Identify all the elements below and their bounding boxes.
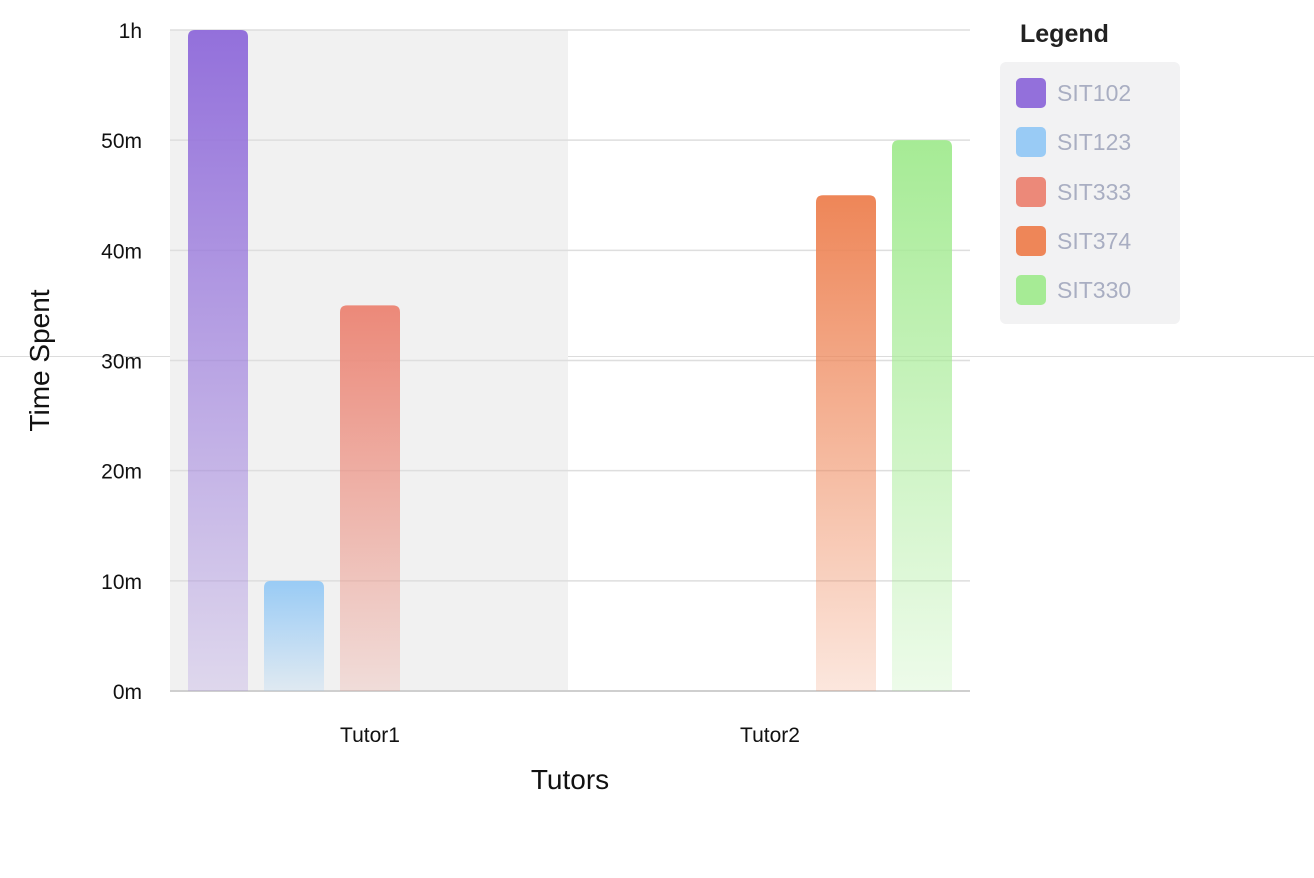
legend-item-sit374[interactable]: SIT374 — [1016, 225, 1132, 275]
bar-sit333-tutor1[interactable] — [340, 305, 400, 691]
bar-sit374-tutor2[interactable] — [816, 195, 876, 691]
legend: SIT102 SIT123 SIT333 SIT374 SIT330 — [1016, 78, 1131, 324]
horizontal-divider — [0, 356, 1314, 357]
y-axis-title: Time Spent — [24, 289, 55, 431]
legend-swatch — [1016, 225, 1046, 256]
bar-sit102-tutor1[interactable] — [188, 30, 248, 691]
legend-label: SIT102 — [1057, 80, 1132, 106]
legend-label: SIT123 — [1057, 129, 1132, 156]
x-axis-ticks: Tutor1 Tutor2 — [340, 724, 800, 747]
y-tick-label: 40m — [101, 240, 142, 263]
bars — [188, 30, 952, 691]
x-tick-label: Tutor2 — [740, 724, 800, 747]
legend-item-sit123[interactable]: SIT123 — [1016, 127, 1131, 176]
bar-sit330-tutor2[interactable] — [892, 140, 952, 691]
x-axis-title: Tutors — [531, 764, 609, 795]
legend-swatch — [1016, 176, 1046, 207]
y-tick-label: 1h — [119, 20, 142, 43]
legend-item-sit330[interactable]: SIT330 — [1016, 275, 1131, 324]
legend-label: SIT330 — [1057, 277, 1132, 304]
legend-swatch — [1016, 127, 1046, 158]
x-tick-label: Tutor1 — [340, 724, 400, 747]
y-axis-ticks: 0m 10m 20m 30m 40m 50m 1h — [101, 20, 142, 704]
legend-item-sit333[interactable]: SIT333 — [1016, 176, 1132, 226]
y-tick-label: 20m — [101, 461, 142, 484]
y-tick-label: 0m — [113, 681, 142, 704]
y-tick-label: 30m — [101, 351, 142, 374]
legend-label: SIT374 — [1057, 227, 1132, 254]
legend-swatch — [1016, 275, 1046, 306]
bar-sit123-tutor1[interactable] — [264, 580, 324, 691]
legend-title: Legend — [1020, 20, 1109, 48]
legend-label: SIT333 — [1057, 178, 1132, 205]
legend-item-sit102[interactable]: SIT102 — [1016, 78, 1131, 127]
legend-swatch — [1016, 78, 1046, 108]
y-tick-label: 50m — [101, 130, 142, 153]
y-tick-label: 10m — [101, 571, 142, 594]
